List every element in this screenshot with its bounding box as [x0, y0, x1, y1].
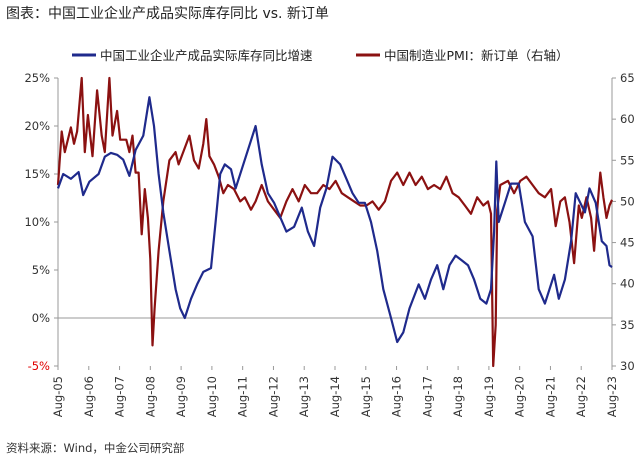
x-tick-label: Aug-14	[328, 376, 342, 417]
x-tick-label: Aug-09	[174, 376, 188, 417]
x-tick-label: Aug-12	[266, 376, 280, 417]
x-tick-label: Aug-05	[51, 376, 65, 417]
chart-title: 图表：中国工业企业产成品实际库存同比 vs. 新订单	[6, 6, 329, 22]
x-tick-label: Aug-17	[420, 376, 434, 417]
right-tick-label: 60	[620, 112, 635, 126]
x-tick-label: Aug-19	[482, 376, 496, 417]
series-layer	[56, 76, 614, 368]
left-tick-label: -5%	[28, 359, 50, 373]
right-tick-label: 55	[620, 153, 635, 167]
legend: 中国工业企业产成品实际库存同比增速 中国制造业PMI：新订单（右轴）	[72, 48, 569, 63]
left-tick-label: 0%	[32, 311, 50, 325]
right-tick-label: 45	[620, 236, 635, 250]
x-tick-label: Aug-08	[143, 376, 157, 417]
left-tick-label: 15%	[24, 167, 50, 181]
right-tick-label: 50	[620, 194, 635, 208]
left-tick-label: 10%	[24, 215, 50, 229]
right-tick-label: 65	[620, 71, 635, 85]
right-tick-label: 30	[620, 359, 635, 373]
legend-label-pmi: 中国制造业PMI：新订单（右轴）	[384, 48, 569, 63]
left-tick-label: 5%	[32, 263, 50, 277]
legend-label-inventory: 中国工业企业产成品实际库存同比增速	[100, 48, 313, 63]
left-tick-label: 20%	[24, 119, 50, 133]
x-tick-label: Aug-20	[513, 376, 527, 417]
source-note: 资料来源：Wind，中金公司研究部	[6, 441, 185, 455]
right-axis-ticks: 30 35 40 45 50 55 60 65	[612, 71, 635, 373]
x-tick-label: Aug-18	[451, 376, 465, 417]
x-tick-label: Aug-16	[390, 376, 404, 417]
x-tick-label: Aug-06	[82, 376, 96, 417]
x-tick-label: Aug-07	[113, 376, 127, 417]
series-line-inventory-yoy	[56, 96, 613, 344]
x-axis-ticks: Aug-05 Aug-06 Aug-07 Aug-08 Aug-09 Aug-10 Aug-…	[51, 366, 619, 417]
x-tick-label: Aug-10	[205, 376, 219, 417]
right-tick-label: 40	[620, 277, 635, 291]
x-tick-label: Aug-21	[543, 376, 557, 417]
x-tick-label: Aug-23	[605, 376, 619, 417]
series-line-pmi-new-orders	[56, 76, 614, 368]
x-tick-label: Aug-11	[236, 376, 250, 417]
x-tick-label: Aug-13	[297, 376, 311, 417]
left-tick-label: 25%	[24, 71, 50, 85]
x-tick-label: Aug-22	[574, 376, 588, 417]
x-tick-label: Aug-15	[359, 376, 373, 417]
right-tick-label: 35	[620, 318, 635, 332]
left-axis-ticks: -5% 0% 5% 10% 15% 20% 25%	[24, 71, 58, 373]
